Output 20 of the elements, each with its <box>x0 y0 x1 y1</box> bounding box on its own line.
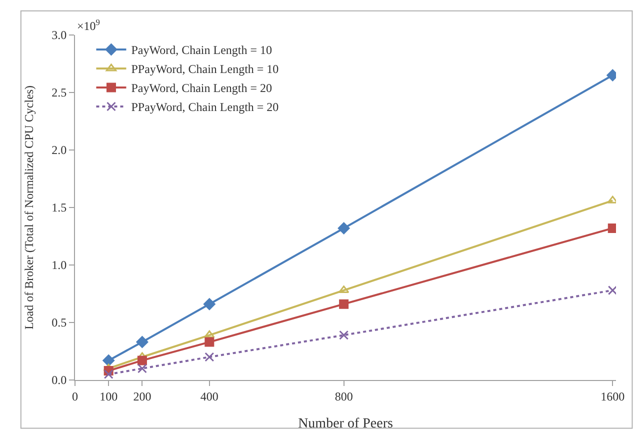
y-tick-label: 1.5 <box>52 200 67 215</box>
x-tick-label: 200 <box>133 389 152 404</box>
y-tick-label: 2.0 <box>52 143 67 158</box>
y-tick-label: 0.5 <box>52 316 67 330</box>
x-tick-label: 100 <box>100 389 118 404</box>
y-axis-title: Load of Broker (Total of Normalized CPU Cycles) <box>22 85 36 330</box>
x-tick-label: 1600 <box>600 389 625 404</box>
legend-label: PPayWord, Chain Length = 10 <box>131 62 279 76</box>
x-tick-label: 0 <box>72 389 78 404</box>
legend-label: PayWord, Chain Length = 20 <box>131 81 272 96</box>
x-axis-title: Number of Peers <box>298 416 393 432</box>
text: ×10$^{9}$ <box>77 18 100 34</box>
y-tick-label: 3.0 <box>52 28 67 42</box>
x-tick-label: 800 <box>334 389 353 404</box>
legend-label: PayWord, Chain Length = 10 <box>131 43 272 58</box>
x-tick-label: 400 <box>200 389 218 404</box>
y-tick-label: 2.5 <box>52 86 67 100</box>
y-tick-label: 0.0 <box>52 373 67 388</box>
legend-label: PPayWord, Chain Length = 20 <box>131 100 279 114</box>
y-tick-label: 1.0 <box>52 258 67 272</box>
